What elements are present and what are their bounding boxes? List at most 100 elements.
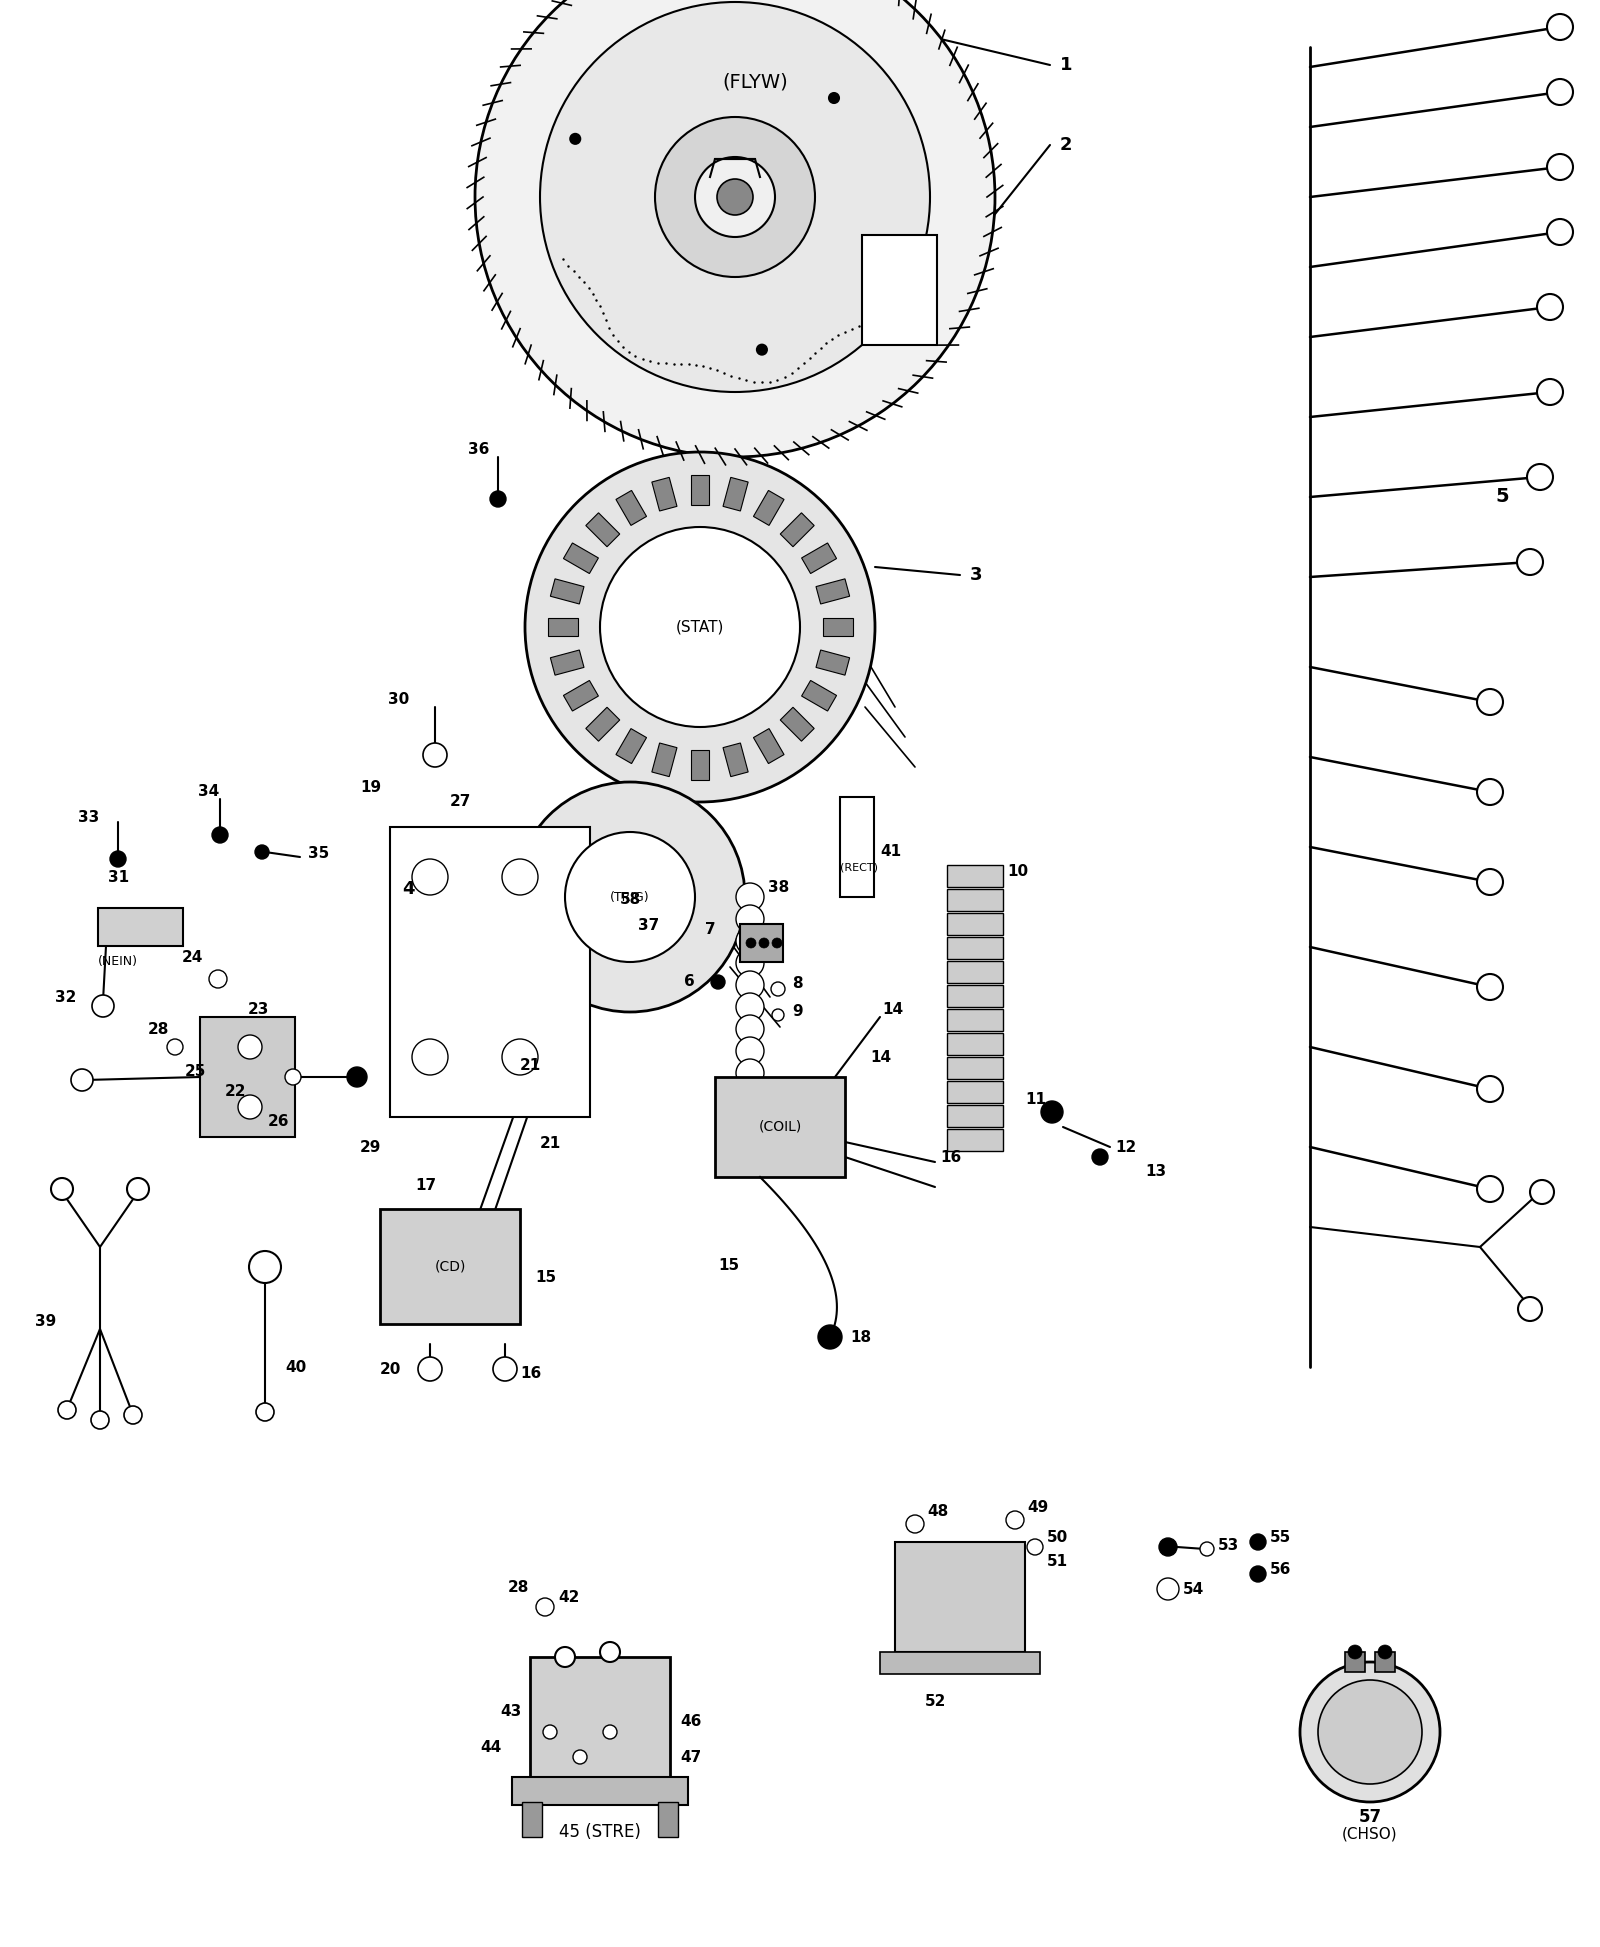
Circle shape bbox=[1517, 549, 1542, 574]
Circle shape bbox=[736, 1125, 765, 1153]
Text: (NEIN): (NEIN) bbox=[98, 954, 138, 968]
Circle shape bbox=[1547, 14, 1573, 41]
Circle shape bbox=[1477, 1176, 1502, 1201]
Circle shape bbox=[413, 859, 448, 896]
Text: 58: 58 bbox=[621, 892, 642, 907]
Polygon shape bbox=[691, 475, 709, 504]
Circle shape bbox=[1477, 689, 1502, 715]
Text: 16: 16 bbox=[520, 1367, 541, 1382]
Text: 40: 40 bbox=[285, 1359, 306, 1375]
Polygon shape bbox=[802, 680, 837, 711]
Text: 49: 49 bbox=[1027, 1499, 1048, 1515]
Polygon shape bbox=[816, 578, 850, 604]
Text: 14: 14 bbox=[870, 1049, 891, 1065]
Circle shape bbox=[210, 970, 227, 987]
Polygon shape bbox=[616, 491, 646, 526]
Circle shape bbox=[1526, 463, 1554, 491]
Polygon shape bbox=[822, 617, 853, 637]
Bar bbox=[947, 1081, 1003, 1104]
Circle shape bbox=[1530, 1180, 1554, 1203]
Circle shape bbox=[1477, 779, 1502, 804]
Text: 33: 33 bbox=[78, 810, 99, 824]
Polygon shape bbox=[816, 650, 850, 676]
Text: (CHSO): (CHSO) bbox=[1342, 1826, 1398, 1842]
Circle shape bbox=[1318, 1680, 1422, 1783]
Circle shape bbox=[757, 345, 766, 354]
Circle shape bbox=[70, 1069, 93, 1090]
Text: 50: 50 bbox=[1046, 1530, 1069, 1544]
Text: 1: 1 bbox=[1059, 56, 1072, 74]
Text: 56: 56 bbox=[1270, 1561, 1291, 1577]
Text: 35: 35 bbox=[307, 847, 330, 861]
Bar bbox=[947, 913, 1003, 935]
Text: 21: 21 bbox=[541, 1137, 562, 1151]
Circle shape bbox=[1378, 1645, 1392, 1659]
Circle shape bbox=[600, 1641, 621, 1663]
Circle shape bbox=[1158, 1538, 1178, 1556]
Polygon shape bbox=[563, 680, 598, 711]
Circle shape bbox=[254, 845, 269, 859]
Circle shape bbox=[125, 1406, 142, 1423]
Circle shape bbox=[1477, 1077, 1502, 1102]
Circle shape bbox=[542, 1725, 557, 1739]
Circle shape bbox=[58, 1402, 77, 1419]
Circle shape bbox=[541, 2, 930, 391]
Circle shape bbox=[1250, 1565, 1266, 1583]
Text: 2: 2 bbox=[1059, 136, 1072, 154]
Circle shape bbox=[347, 1067, 366, 1086]
Bar bbox=[947, 890, 1003, 911]
Text: 39: 39 bbox=[35, 1314, 56, 1330]
Circle shape bbox=[1091, 1149, 1107, 1164]
Text: 19: 19 bbox=[360, 779, 381, 794]
Circle shape bbox=[418, 1357, 442, 1380]
Text: 16: 16 bbox=[941, 1149, 962, 1164]
Text: 55: 55 bbox=[1270, 1530, 1291, 1544]
Polygon shape bbox=[547, 617, 578, 637]
Circle shape bbox=[525, 452, 875, 802]
Polygon shape bbox=[723, 477, 749, 510]
Bar bbox=[862, 236, 938, 345]
Text: (COIL): (COIL) bbox=[758, 1120, 802, 1133]
Circle shape bbox=[1027, 1538, 1043, 1556]
Polygon shape bbox=[550, 650, 584, 676]
Text: 9: 9 bbox=[792, 1005, 803, 1020]
Circle shape bbox=[694, 158, 774, 238]
Polygon shape bbox=[616, 728, 646, 763]
Circle shape bbox=[536, 1598, 554, 1616]
Circle shape bbox=[654, 117, 814, 276]
Text: 11: 11 bbox=[1026, 1092, 1046, 1106]
Text: 10: 10 bbox=[1006, 864, 1029, 880]
Text: 15: 15 bbox=[534, 1269, 557, 1285]
Circle shape bbox=[256, 1404, 274, 1421]
Text: 18: 18 bbox=[850, 1330, 870, 1345]
Text: 24: 24 bbox=[182, 950, 203, 964]
Text: 45 (STRE): 45 (STRE) bbox=[558, 1822, 642, 1842]
Text: (TRIG): (TRIG) bbox=[610, 890, 650, 903]
Circle shape bbox=[736, 1081, 765, 1110]
Bar bbox=[894, 1542, 1026, 1651]
Circle shape bbox=[736, 1059, 765, 1086]
Text: 26: 26 bbox=[269, 1114, 290, 1129]
Circle shape bbox=[238, 1036, 262, 1059]
Circle shape bbox=[736, 1014, 765, 1044]
Circle shape bbox=[1477, 974, 1502, 1001]
Polygon shape bbox=[691, 750, 709, 779]
Polygon shape bbox=[651, 477, 677, 510]
Circle shape bbox=[502, 859, 538, 896]
Text: 38: 38 bbox=[768, 880, 789, 894]
Polygon shape bbox=[586, 512, 619, 547]
Bar bbox=[947, 985, 1003, 1007]
Text: (RECT): (RECT) bbox=[840, 863, 878, 872]
Circle shape bbox=[736, 1038, 765, 1065]
Polygon shape bbox=[200, 1016, 294, 1137]
Circle shape bbox=[906, 1515, 925, 1532]
Circle shape bbox=[603, 1725, 618, 1739]
Bar bbox=[98, 907, 182, 946]
Circle shape bbox=[1157, 1577, 1179, 1600]
Text: 25: 25 bbox=[186, 1065, 206, 1079]
Circle shape bbox=[502, 1040, 538, 1075]
Circle shape bbox=[736, 972, 765, 999]
Circle shape bbox=[1042, 1100, 1062, 1123]
Circle shape bbox=[1347, 1645, 1362, 1659]
Polygon shape bbox=[754, 728, 784, 763]
